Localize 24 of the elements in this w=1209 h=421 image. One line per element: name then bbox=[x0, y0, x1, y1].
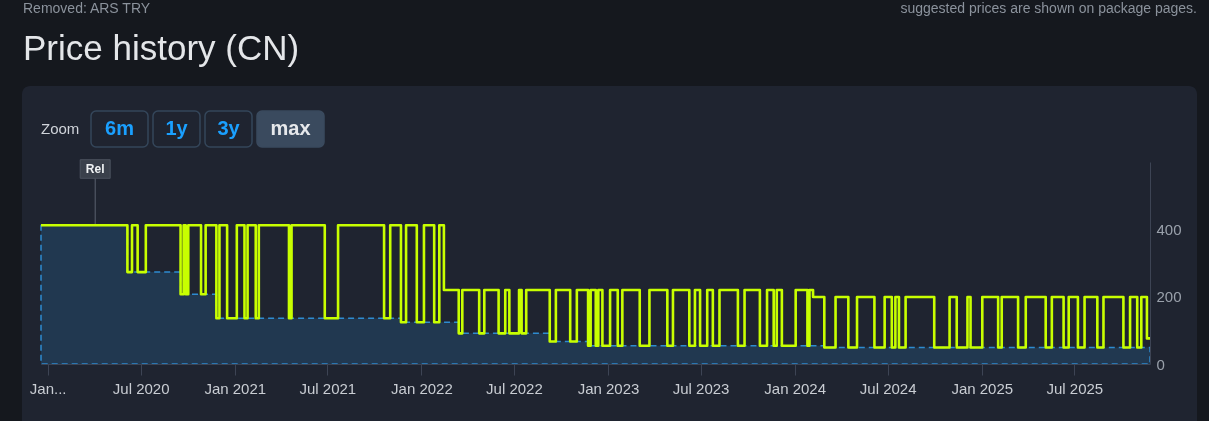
text: 6m bbox=[105, 117, 134, 139]
x-tick-label: Jul 2025 bbox=[1046, 379, 1104, 397]
text: 3y bbox=[217, 117, 241, 139]
y-tick-label: 400 bbox=[1156, 220, 1182, 238]
x-tick-label: Jan 2025 bbox=[951, 379, 1014, 397]
text: Removed: ARS TRY bbox=[23, 0, 151, 16]
x-tick-label: Jul 2023 bbox=[672, 379, 730, 397]
chart-title: Price history (CN) bbox=[23, 28, 300, 67]
text: 1y bbox=[165, 117, 189, 139]
x-tick-label: Jan 2021 bbox=[204, 379, 267, 397]
x-tick-label: Jul 2022 bbox=[486, 379, 543, 397]
x-tick-label: Jan... bbox=[29, 379, 67, 397]
x-tick-label: Jul 2020 bbox=[112, 379, 170, 397]
text: max bbox=[270, 117, 311, 139]
ref-line-label: Rel bbox=[85, 162, 105, 176]
x-tick-label: Jan 2024 bbox=[764, 379, 827, 397]
y-tick-label: 200 bbox=[1156, 288, 1182, 306]
x-tick-label: Jan 2022 bbox=[391, 379, 453, 397]
x-tick-label: Jan 2023 bbox=[577, 379, 640, 397]
x-tick-label: Jul 2021 bbox=[299, 379, 357, 397]
text: Zoom bbox=[41, 120, 80, 137]
text: suggested prices are shown on package pages. bbox=[900, 0, 1197, 16]
y-tick-label: 0 bbox=[1156, 355, 1165, 373]
x-tick-label: Jul 2024 bbox=[859, 379, 917, 397]
